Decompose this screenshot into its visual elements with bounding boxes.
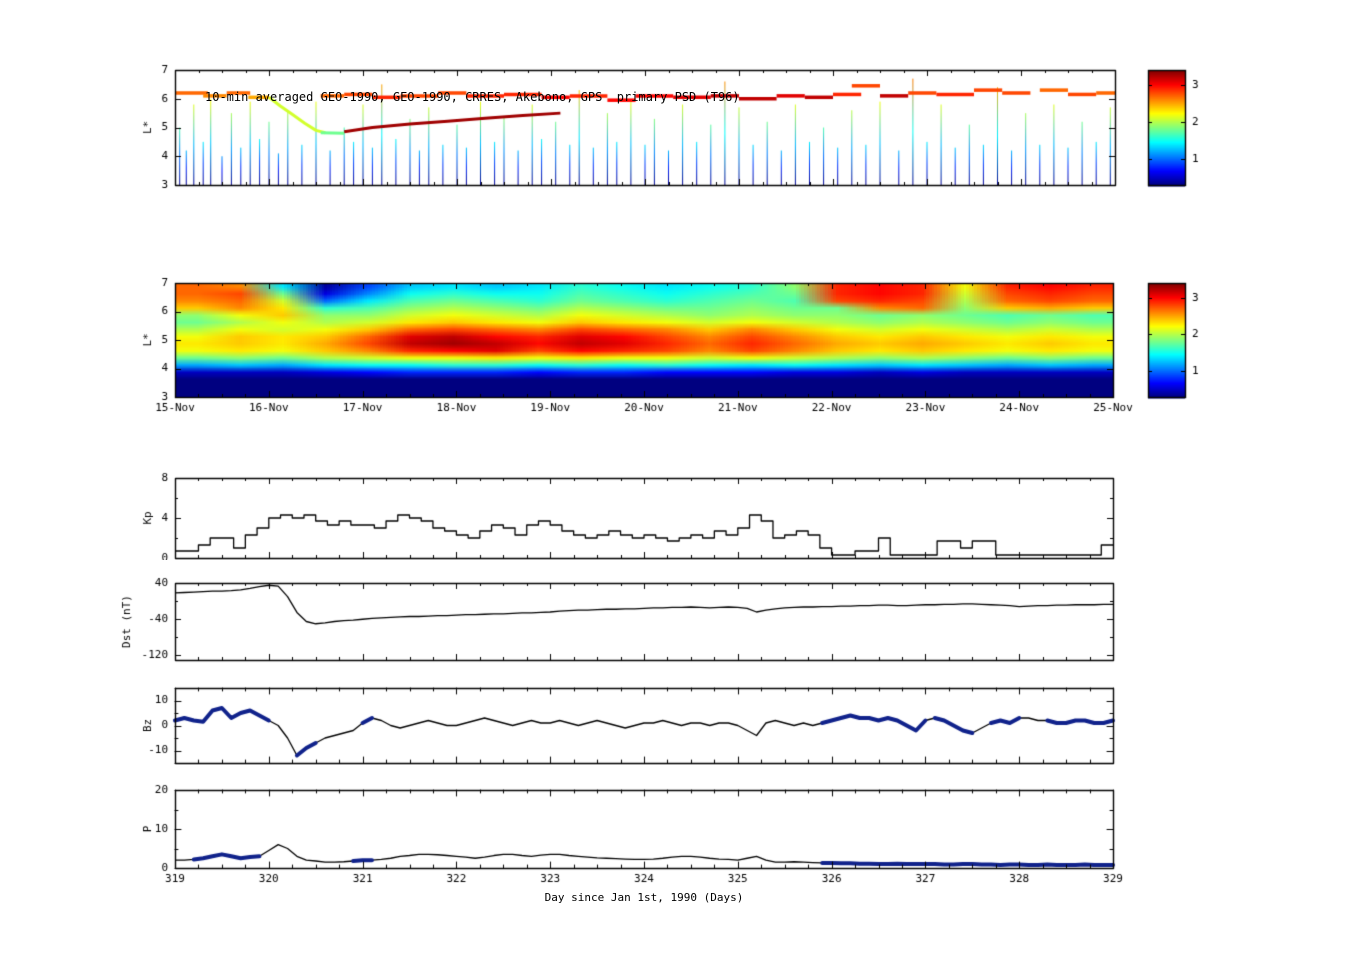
- kp-plot: [0, 455, 1140, 560]
- bz-plot: [0, 665, 1140, 765]
- psd-heatmap-colorbar: [1140, 260, 1250, 430]
- psd-scatter-colorbar: [1140, 40, 1250, 215]
- plot-title: 10-min averaged GEO-1990, GEO-1990, CRRE…: [205, 90, 740, 104]
- x-axis-label: Day since Jan 1st, 1990 (Days): [544, 891, 744, 904]
- psd-scatter-plot: [0, 40, 1140, 215]
- p-plot: [0, 765, 1140, 915]
- dst-plot: [0, 560, 1140, 665]
- psd-heatmap-plot: [0, 260, 1140, 430]
